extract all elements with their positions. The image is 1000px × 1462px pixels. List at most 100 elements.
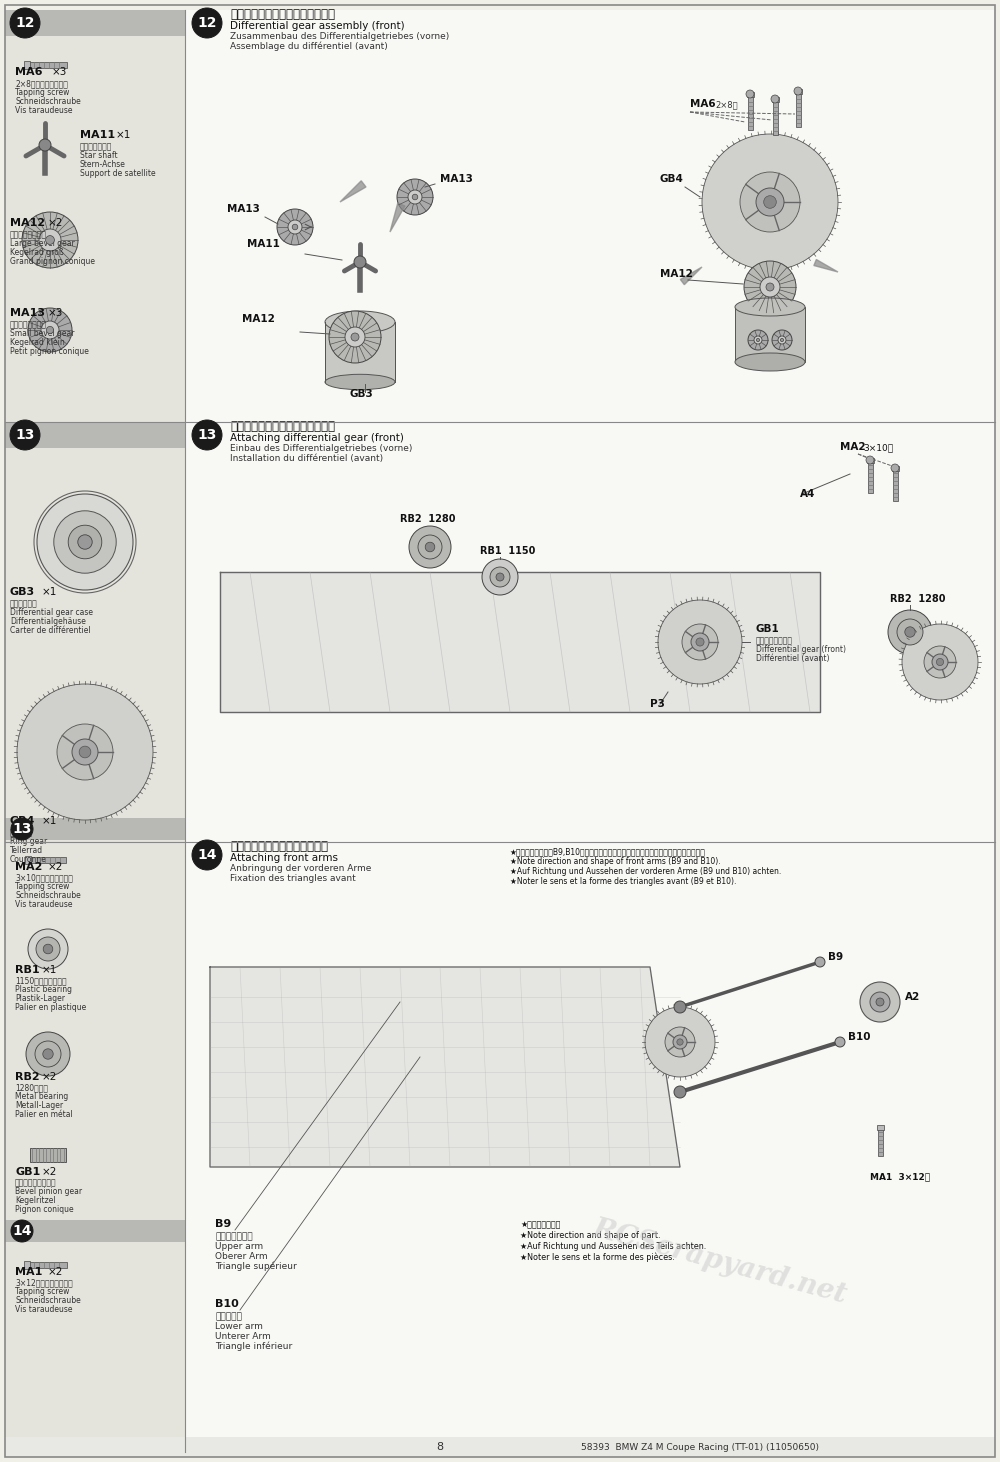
Polygon shape	[680, 268, 702, 285]
Bar	[185, 842, 995, 1452]
Text: Kegelrad klein: Kegelrad klein	[10, 338, 65, 346]
Text: Palier en métal: Palier en métal	[15, 1110, 73, 1118]
Bar	[29, 1262, 67, 1268]
Circle shape	[897, 618, 923, 645]
Circle shape	[771, 95, 779, 102]
Circle shape	[192, 841, 222, 870]
Text: Carter de différentiel: Carter de différentiel	[10, 626, 91, 635]
Text: Schneidschraube: Schneidschraube	[15, 96, 81, 107]
Circle shape	[41, 322, 59, 339]
Text: Stern-Achse: Stern-Achse	[80, 159, 126, 170]
Polygon shape	[390, 203, 405, 232]
Text: Kegelrad groß: Kegelrad groß	[10, 249, 64, 257]
Circle shape	[292, 224, 298, 230]
Circle shape	[756, 189, 784, 216]
Text: RB2  1280: RB2 1280	[400, 515, 456, 523]
Text: RB1  1150: RB1 1150	[480, 545, 535, 556]
Text: 8: 8	[436, 1442, 444, 1452]
Circle shape	[28, 308, 72, 352]
Circle shape	[674, 1001, 686, 1013]
Text: RB1: RB1	[15, 965, 40, 975]
Text: ベベルギヤ（小）: ベベルギヤ（小）	[10, 320, 47, 329]
Text: ×1: ×1	[42, 965, 57, 975]
Circle shape	[902, 624, 978, 700]
Text: ×2: ×2	[42, 1072, 57, 1082]
Circle shape	[329, 311, 381, 363]
Circle shape	[746, 91, 754, 98]
Text: Einbau des Differentialgetriebes (vorne): Einbau des Differentialgetriebes (vorne)	[230, 444, 412, 453]
Text: ★Noter le sens et la forme des pièces.: ★Noter le sens et la forme des pièces.	[520, 1253, 675, 1262]
Text: MA6: MA6	[690, 99, 716, 110]
Text: ベベルギヤ（大）: ベベルギヤ（大）	[10, 230, 47, 238]
Text: フロントデフギヤ: フロントデフギヤ	[756, 636, 793, 645]
Text: Triangle supérieur: Triangle supérieur	[215, 1262, 297, 1270]
Text: リングギヤ: リングギヤ	[10, 827, 33, 838]
Circle shape	[888, 610, 932, 654]
Text: 《フロントデフギヤの取り付け》: 《フロントデフギヤの取り付け》	[230, 420, 335, 433]
Text: 58393  BMW Z4 M Coupe Racing (TT-01) (11050650): 58393 BMW Z4 M Coupe Racing (TT-01) (110…	[581, 1443, 819, 1452]
Ellipse shape	[735, 352, 805, 371]
Text: MA12: MA12	[660, 269, 693, 279]
Text: ベベルシャフト: ベベルシャフト	[80, 142, 112, 151]
Bar	[876, 1124, 884, 1130]
Polygon shape	[210, 966, 680, 1167]
Bar	[5, 423, 185, 842]
Circle shape	[46, 235, 54, 244]
Text: Vis taraudeuse: Vis taraudeuse	[15, 107, 72, 115]
Bar	[24, 61, 30, 69]
Circle shape	[876, 999, 884, 1006]
Ellipse shape	[735, 298, 805, 316]
Bar	[5, 1437, 995, 1458]
Bar	[746, 92, 754, 96]
Text: 《フロントアームの取り付け》: 《フロントアームの取り付け》	[230, 841, 328, 852]
Text: B10: B10	[215, 1300, 239, 1308]
Text: Metal bearing: Metal bearing	[15, 1092, 68, 1101]
Circle shape	[37, 494, 133, 591]
Circle shape	[677, 1039, 683, 1045]
Text: Schneidschraube: Schneidschraube	[15, 890, 81, 901]
Circle shape	[754, 336, 762, 344]
Circle shape	[756, 338, 760, 342]
Text: Grand pignon conique: Grand pignon conique	[10, 257, 95, 266]
Text: Fixation des triangles avant: Fixation des triangles avant	[230, 874, 356, 883]
Bar	[878, 1129, 883, 1156]
Text: 2×8㎜タッピングビス: 2×8㎜タッピングビス	[15, 79, 68, 88]
Text: MA13: MA13	[10, 308, 45, 319]
Text: Tapping screw: Tapping screw	[15, 1287, 69, 1295]
Text: ×1: ×1	[42, 816, 57, 826]
Circle shape	[496, 573, 504, 580]
Bar	[30, 857, 66, 863]
Circle shape	[425, 542, 435, 551]
Circle shape	[696, 637, 704, 646]
Bar	[5, 819, 185, 841]
Text: MA2: MA2	[15, 863, 42, 871]
Text: RCScrapyard.net: RCScrapyard.net	[590, 1215, 850, 1308]
Bar	[5, 10, 185, 37]
Bar	[5, 1219, 185, 1243]
Text: ★Note direction and shape of front arms (B9 and B10).: ★Note direction and shape of front arms …	[510, 857, 721, 866]
Text: MA13: MA13	[440, 174, 473, 184]
Text: Installation du différentiel (avant): Installation du différentiel (avant)	[230, 455, 383, 463]
Bar	[29, 61, 67, 69]
Circle shape	[682, 624, 718, 659]
Bar	[892, 466, 898, 471]
Text: ★Noter le sens et la forme des triangles avant (B9 et B10).: ★Noter le sens et la forme des triangles…	[510, 877, 736, 886]
Text: Différentiel (avant): Différentiel (avant)	[756, 654, 830, 662]
Circle shape	[778, 336, 786, 344]
Bar	[748, 95, 753, 130]
Text: 1280メタル: 1280メタル	[15, 1083, 48, 1092]
Bar	[30, 1148, 66, 1162]
Circle shape	[288, 219, 302, 234]
Text: Kegelritzel: Kegelritzel	[15, 1196, 56, 1205]
Circle shape	[932, 654, 948, 670]
Text: Vis taraudeuse: Vis taraudeuse	[15, 901, 72, 909]
Bar	[866, 458, 874, 463]
Text: MA1  3×12㎜: MA1 3×12㎜	[870, 1173, 930, 1181]
Circle shape	[673, 1035, 687, 1050]
Circle shape	[780, 338, 784, 342]
Text: Oberer Arm: Oberer Arm	[215, 1251, 268, 1262]
Bar	[5, 842, 185, 1452]
Polygon shape	[220, 572, 820, 712]
Circle shape	[35, 1041, 61, 1067]
Text: GB3: GB3	[350, 389, 374, 399]
